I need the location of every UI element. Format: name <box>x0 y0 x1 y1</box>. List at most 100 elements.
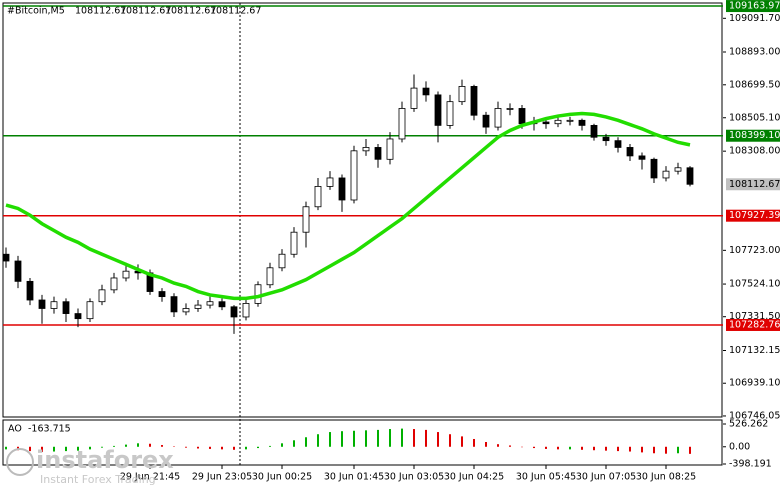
candle-body <box>326 177 334 187</box>
header-value: 108112.67 <box>120 6 171 17</box>
candle-body <box>74 313 82 320</box>
level-label: 109163.97 <box>729 1 780 12</box>
candle-body <box>110 277 118 291</box>
candle-body <box>434 94 442 126</box>
candle-body <box>278 253 286 269</box>
candle-body <box>350 150 358 201</box>
candle-body <box>182 308 190 313</box>
candle-body <box>506 108 514 110</box>
price-label: 108112.67 <box>729 179 780 190</box>
ao-tick-label: 526.262 <box>729 419 768 430</box>
level-label: 107282.76 <box>729 319 780 330</box>
header-value: 108112.67 <box>75 6 126 17</box>
logo-icon <box>6 448 34 476</box>
candle-body <box>578 119 586 126</box>
candle-body <box>458 86 466 103</box>
candle-body <box>566 119 574 122</box>
candle-body <box>362 147 370 152</box>
candle-body <box>470 86 478 116</box>
level-label: 108399.10 <box>729 130 780 141</box>
header-value: 108112.67 <box>165 6 216 17</box>
y-tick-label: 107524.10 <box>729 279 780 290</box>
price-label-bg <box>726 178 780 191</box>
y-tick-label: 107331.50 <box>729 311 780 322</box>
candle-body <box>386 138 394 160</box>
candle-body <box>410 87 418 109</box>
ao-name: AO <box>8 424 22 435</box>
y-tick-label: 107132.15 <box>729 345 780 356</box>
level-label: 107927.39 <box>729 210 780 221</box>
candle-body <box>194 304 202 309</box>
candle-body <box>206 301 214 306</box>
candle-body <box>230 306 238 318</box>
header-value: 108112.67 <box>210 6 261 17</box>
candle-body <box>518 108 526 125</box>
candle-body <box>638 155 646 160</box>
candle-body <box>158 291 166 298</box>
y-tick-label: 109091.70 <box>729 13 780 24</box>
candle-body <box>314 186 322 208</box>
candle-body <box>422 87 430 96</box>
candle-body <box>374 147 382 160</box>
candle-body <box>254 284 262 304</box>
y-tick-label: 108505.10 <box>729 112 780 123</box>
level-label-bg <box>726 318 780 331</box>
logo: instaforex Instant Forex Trading <box>6 446 174 486</box>
y-tick-label: 108893.00 <box>729 46 780 57</box>
candle-body <box>614 140 622 148</box>
candle-body <box>242 303 250 318</box>
x-tick-label: 30 Jun 01:45 <box>324 472 384 483</box>
candle-body <box>86 301 94 320</box>
ao-tick-label: -398.191 <box>729 459 772 470</box>
candle-body <box>170 296 178 313</box>
level-label-bg <box>726 0 780 13</box>
candle-body <box>50 301 58 309</box>
candle-body <box>650 158 658 179</box>
x-tick-label: 30 Jun 04:25 <box>444 472 504 483</box>
candle-body <box>674 167 682 172</box>
candle-body <box>662 170 670 179</box>
ao-tick-label: 0.00 <box>729 441 750 452</box>
moving-average <box>5 111 691 301</box>
candle-body <box>266 267 274 286</box>
candle-body <box>338 177 346 201</box>
y-tick-label: 108699.50 <box>729 79 780 90</box>
x-tick-label: 29 Jun 21:45 <box>120 472 180 483</box>
y-tick-label: 106746.05 <box>729 410 780 421</box>
candle-body <box>38 299 46 309</box>
y-tick-label: 106939.10 <box>729 378 780 389</box>
x-tick-label: 30 Jun 08:25 <box>636 472 696 483</box>
candle-body <box>686 167 694 185</box>
candle-body <box>446 101 454 126</box>
candle-body <box>26 280 34 301</box>
candle-body <box>122 270 130 279</box>
x-tick-label: 30 Jun 00:25 <box>252 472 312 483</box>
candle-body <box>302 206 310 233</box>
candle-body <box>602 136 610 142</box>
candle-body <box>542 121 550 125</box>
candle-body <box>482 114 490 128</box>
ao-value: -163.715 <box>28 424 71 435</box>
candle-body <box>590 124 598 138</box>
candle-body <box>98 289 106 303</box>
brand: instaforex <box>36 446 174 474</box>
candle-body <box>218 301 226 308</box>
candle-body <box>494 108 502 128</box>
main-frame <box>2 2 723 418</box>
candle-body <box>2 253 10 262</box>
y-tick-label: 108308.00 <box>729 146 780 157</box>
ao-frame <box>2 419 723 466</box>
x-tick-label: 30 Jun 05:45 <box>516 472 576 483</box>
candle-body <box>62 301 70 314</box>
level-label-bg <box>726 129 780 142</box>
candle-body <box>398 108 406 140</box>
y-tick-label: 107723.00 <box>729 245 780 256</box>
level-label-bg <box>726 209 780 222</box>
symbol: #Bitcoin,M5 <box>7 6 65 17</box>
x-tick-label: 29 Jun 23:05 <box>192 472 252 483</box>
candle-body <box>554 119 562 125</box>
tagline: Instant Forex Trading <box>40 473 156 486</box>
x-tick-label: 30 Jun 03:05 <box>384 472 444 483</box>
x-tick-label: 30 Jun 07:05 <box>576 472 636 483</box>
